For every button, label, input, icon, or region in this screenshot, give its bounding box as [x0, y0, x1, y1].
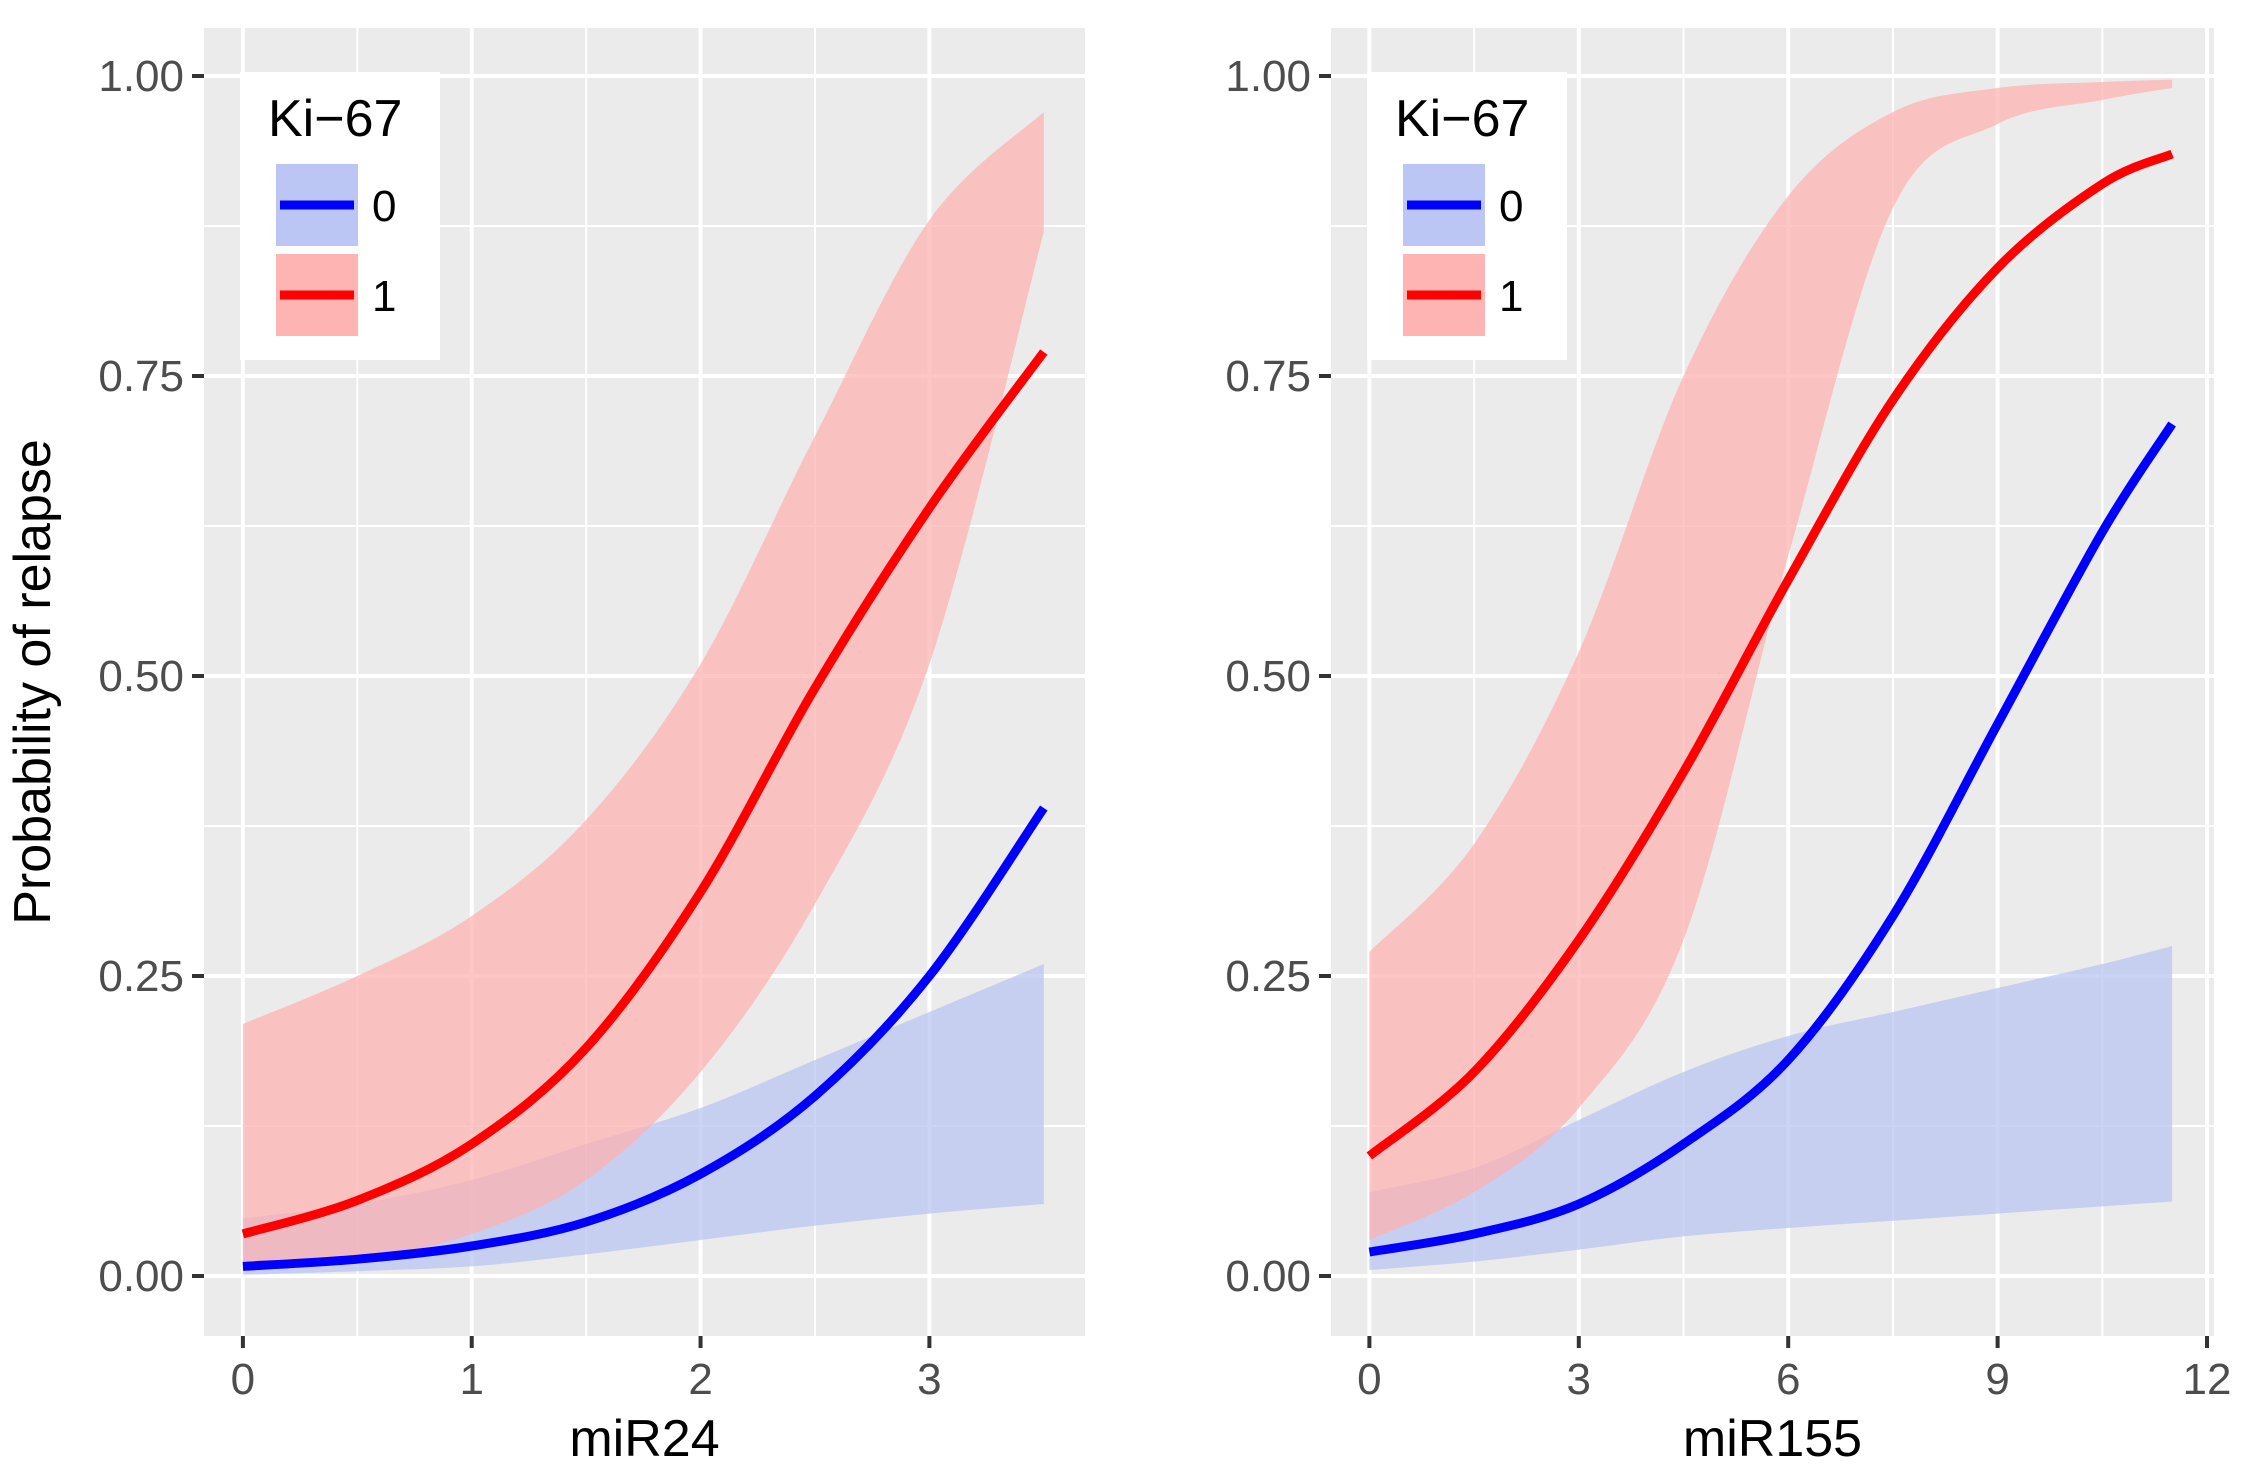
fit-line-series-0: [242, 805, 1048, 1271]
y-tick-label: 0.75: [1225, 352, 1311, 401]
y-tick-label: 0.00: [98, 1252, 184, 1301]
x-tick-label: 3: [1567, 1355, 1591, 1404]
fit-line-series-0: [1368, 421, 2176, 1257]
x-tick-label: 9: [1985, 1355, 2009, 1404]
confidence-band-series-1: [242, 112, 1044, 1272]
fit-line-series-1: [241, 349, 1048, 1239]
x-tick-label: 6: [1776, 1355, 1800, 1404]
legend-title: Ki−67: [1395, 90, 1529, 148]
legend-label: 0: [1499, 182, 1523, 231]
legend-title: Ki−67: [268, 90, 402, 148]
legend-label: 0: [372, 182, 396, 231]
y-tick-label: 0.25: [1225, 952, 1311, 1001]
fit-line-series-1: [1366, 149, 2174, 1160]
y-tick-label: 1.00: [98, 52, 184, 101]
legend: Ki−67 0 1: [1367, 72, 1567, 360]
legend-label: 1: [1499, 272, 1523, 321]
y-tick-label: 0.50: [98, 652, 184, 701]
x-axis-title: miR155: [1683, 1410, 1862, 1468]
x-tick-label: 0: [1357, 1355, 1381, 1404]
confidence-band-series-0: [1369, 946, 2173, 1270]
legend-label: 1: [372, 272, 396, 321]
y-tick-label: 0.25: [98, 952, 184, 1001]
y-tick-label: 0.75: [98, 352, 184, 401]
legend-key-1: [276, 254, 358, 336]
legend-key-0: [276, 164, 358, 246]
legend-key-1: [1403, 254, 1485, 336]
x-axis-title: miR24: [569, 1410, 719, 1468]
y-axis-title: Probability of relapse: [4, 439, 62, 925]
x-tick-label: 12: [2183, 1355, 2232, 1404]
y-tick-label: 0.00: [1225, 1252, 1311, 1301]
legend-key-0: [1403, 164, 1485, 246]
y-tick-label: 0.50: [1225, 652, 1311, 701]
legend: Ki−67 0 1: [240, 72, 440, 360]
x-tick-label: 0: [231, 1355, 255, 1404]
y-tick-label: 1.00: [1225, 52, 1311, 101]
x-tick-label: 3: [917, 1355, 941, 1404]
x-tick-label: 1: [459, 1355, 483, 1404]
x-tick-label: 2: [688, 1355, 712, 1404]
chart-panel-mir24: 0.00 0.25 0.50 0.75 1.00 0 1 2 3 miR24 Ki−67 0 1: [98, 28, 1085, 1468]
chart-panel-mir155: 0.00 0.25 0.50 0.75 1.00 0 3 6 9 12 miR155 Ki−67 0 1: [1225, 28, 2231, 1468]
